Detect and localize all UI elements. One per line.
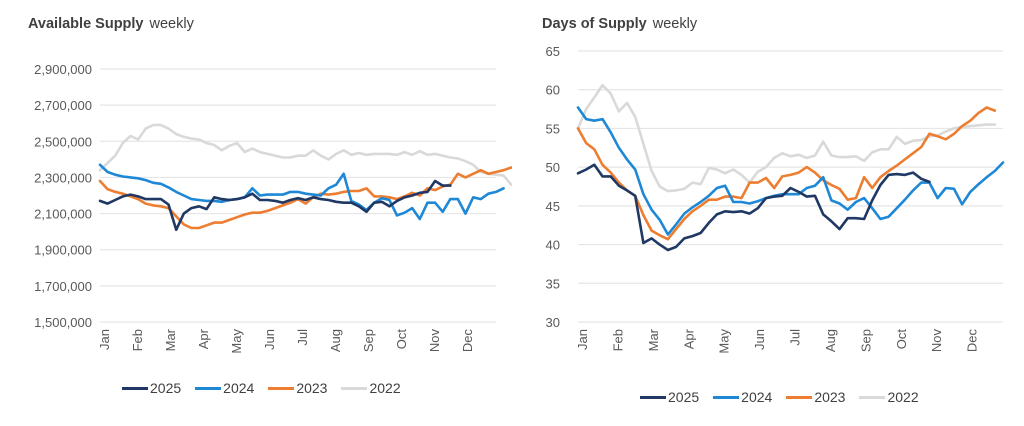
series-line-2022 [98, 123, 512, 186]
legend-swatch [859, 395, 886, 399]
legend-swatch [341, 386, 368, 390]
x-tick-label: Dec [965, 329, 980, 353]
series-line-2025 [576, 163, 931, 252]
days-of-supply-chart: 65 60 55 50 45 40 35 30 Jan Feb Mar Apr May Jun Jul Aug… [546, 44, 1005, 354]
legend-swatch [195, 386, 222, 390]
x-tick-label: Apr [681, 328, 696, 349]
legend-label: 2023 [296, 380, 328, 396]
series-line-2024 [98, 163, 505, 221]
y-tick-label: 35 [546, 276, 560, 291]
legend-label: 2024 [741, 389, 773, 405]
available-supply-title: Available Supply weekly [28, 16, 194, 32]
y-tick-label: 1,700,000 [34, 279, 92, 294]
legend-swatch [268, 386, 295, 390]
legend-label: 2025 [668, 389, 700, 405]
legend-label: 2022 [887, 389, 919, 405]
chart-subtitle: weekly [652, 16, 698, 32]
legend: 2025 2024 2023 2022 [122, 380, 415, 396]
series-line-2024 [576, 106, 1005, 236]
x-tick-label: Aug [823, 329, 838, 352]
legend-item-2023: 2023 [268, 380, 327, 396]
x-tick-label: Jul [295, 329, 310, 346]
legend-item-2022: 2022 [859, 389, 919, 405]
days-of-supply-panel: Days of Supply weekly 65 60 55 50 45 40 35 30 Jan… [512, 0, 1024, 426]
y-tick-label: 40 [546, 238, 560, 253]
x-tick-label: Mar [646, 328, 661, 351]
x-tick-label: Feb [610, 329, 625, 351]
y-tick-label: 2,900,000 [34, 62, 92, 77]
legend-item-2022: 2022 [341, 380, 401, 396]
legend-swatch [122, 386, 148, 390]
legend-label: 2024 [223, 380, 255, 396]
y-tick-label: 2,500,000 [34, 134, 92, 149]
available-supply-chart: 2,900,000 2,700,000 2,500,000 2,300,000 2,10… [34, 62, 512, 354]
y-tick-label: 30 [546, 315, 560, 330]
y-tick-label: 2,300,000 [34, 170, 92, 185]
legend-item-2023: 2023 [786, 389, 845, 405]
y-tick-label: 1,900,000 [34, 243, 92, 258]
legend-item-2024: 2024 [713, 389, 772, 405]
x-tick-label: May [229, 329, 244, 354]
legend-label: 2023 [814, 389, 846, 405]
x-tick-label: Oct [894, 329, 909, 350]
series-line-2023 [576, 106, 997, 241]
series-line-2023 [98, 166, 512, 230]
legend-swatch [786, 395, 813, 399]
y-tick-label: 65 [546, 44, 560, 59]
legend-item-2025: 2025 [640, 389, 699, 405]
x-tick-label: Jul [788, 329, 803, 346]
chart-subtitle: weekly [149, 16, 194, 32]
legend-item-2025: 2025 [122, 380, 181, 396]
legend-label: 2022 [369, 380, 401, 396]
y-tick-label: 2,700,000 [34, 98, 92, 113]
y-tick-label: 45 [546, 199, 560, 214]
chart-title: Days of Supply [542, 16, 647, 32]
legend-item-2024: 2024 [195, 380, 254, 396]
x-tick-label: Aug [328, 329, 343, 352]
y-tick-label: 55 [546, 121, 560, 136]
available-supply-panel: Available Supply weekly 2,900,000 2,700,00… [28, 16, 512, 396]
x-tick-label: Mar [163, 328, 178, 351]
legend: 2025 2024 2023 2022 [640, 389, 933, 405]
chart-title: Available Supply [28, 16, 144, 32]
legend-swatch [640, 395, 666, 399]
x-tick-label: Jan [575, 329, 590, 350]
series-line-2025 [98, 179, 452, 232]
x-tick-label: Jan [97, 329, 112, 350]
days-of-supply-title: Days of Supply weekly [542, 16, 697, 32]
x-tick-label: Sep [858, 329, 873, 352]
legend-swatch [713, 395, 740, 399]
y-tick-label: 2,100,000 [34, 207, 92, 222]
x-tick-label: Sep [361, 329, 376, 352]
x-tick-label: Nov [427, 329, 442, 353]
y-tick-label: 50 [546, 160, 560, 175]
x-tick-label: Apr [196, 328, 211, 349]
y-tick-label: 1,500,000 [34, 315, 92, 330]
x-tick-label: May [717, 329, 732, 354]
x-tick-label: Jun [262, 329, 277, 350]
x-tick-label: Oct [394, 329, 409, 350]
x-tick-label: Dec [460, 329, 475, 353]
x-tick-label: Jun [752, 329, 767, 350]
x-tick-label: Nov [929, 329, 944, 353]
x-tick-label: Feb [130, 329, 145, 351]
legend-label: 2025 [150, 380, 182, 396]
y-tick-label: 60 [546, 83, 560, 98]
